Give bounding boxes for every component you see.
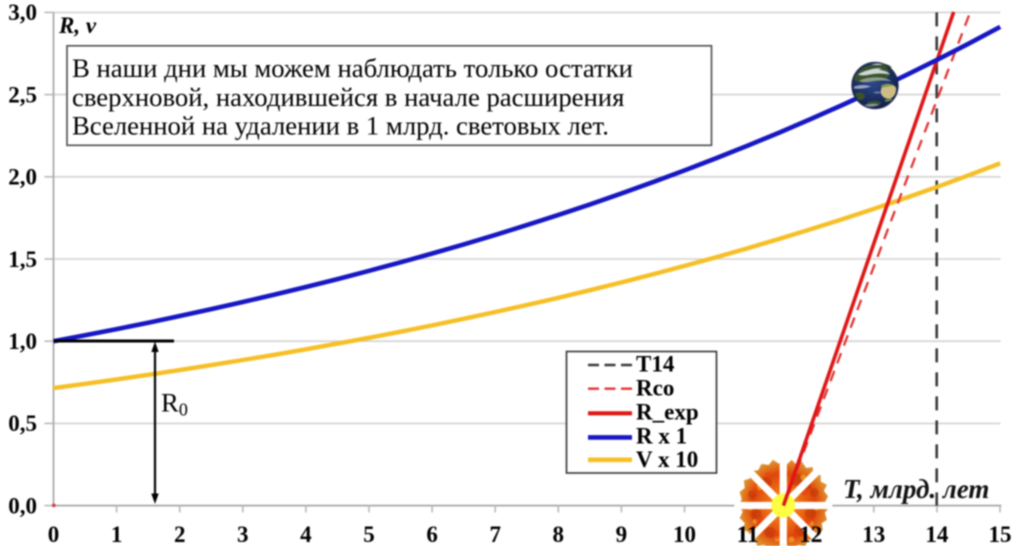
svg-text:7: 7: [489, 522, 501, 546]
svg-text:Вселенной на удалении в 1 млрд: Вселенной на удалении в 1 млрд. световых…: [72, 111, 609, 141]
svg-text:10: 10: [673, 522, 696, 546]
svg-text:5: 5: [363, 522, 375, 546]
svg-text:0,0: 0,0: [8, 493, 37, 518]
svg-text:2,0: 2,0: [8, 165, 37, 190]
svg-text:R x 1: R x 1: [636, 423, 687, 448]
svg-text:3: 3: [237, 522, 249, 546]
svg-text:13: 13: [862, 522, 885, 546]
svg-text:6: 6: [426, 522, 438, 546]
svg-text:0: 0: [48, 522, 60, 546]
svg-text:8: 8: [553, 522, 565, 546]
svg-text:R_exp: R_exp: [636, 400, 699, 425]
svg-text:14: 14: [925, 522, 949, 546]
svg-text:R, v: R, v: [58, 13, 97, 38]
svg-text:2,5: 2,5: [8, 82, 37, 107]
svg-text:сверхновой, находившейся в нач: сверхновой, находившейся в начале расшир…: [72, 82, 624, 112]
svg-text:V x 10: V x 10: [636, 447, 698, 472]
svg-text:T14: T14: [636, 352, 675, 377]
svg-text:Rco: Rco: [636, 376, 674, 401]
svg-text:T, млрд. лет: T, млрд. лет: [843, 474, 989, 504]
svg-text:3,0: 3,0: [8, 0, 37, 25]
svg-text:1,5: 1,5: [8, 247, 37, 272]
svg-text:1,0: 1,0: [8, 329, 37, 354]
svg-text:12: 12: [799, 522, 822, 546]
svg-text:4: 4: [300, 522, 312, 546]
svg-text:2: 2: [174, 522, 186, 546]
svg-text:15: 15: [989, 522, 1012, 546]
svg-text:11: 11: [737, 522, 759, 546]
svg-text:1: 1: [111, 522, 123, 546]
svg-text:В наши дни мы можем наблюдать: В наши дни мы можем наблюдать только ост…: [72, 53, 633, 83]
svg-text:0,5: 0,5: [8, 411, 37, 436]
svg-text:9: 9: [616, 522, 628, 546]
